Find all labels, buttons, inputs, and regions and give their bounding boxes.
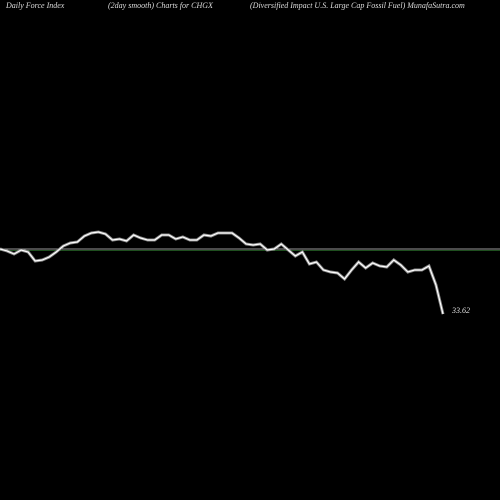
chart-description: (Diversified Impact U.S. Large Cap Fossi…	[250, 1, 465, 10]
data-line	[0, 231, 444, 315]
chart-title: Daily Force Index	[5, 1, 65, 10]
last-value-label: 33.62	[451, 306, 470, 315]
chart-subtitle: (2day smooth) Charts for CHGX	[108, 1, 214, 10]
